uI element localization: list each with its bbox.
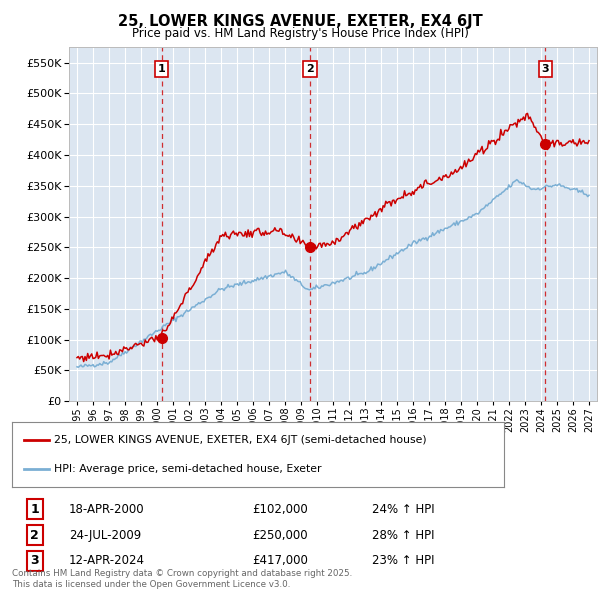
Text: 1: 1	[31, 503, 39, 516]
Text: 2: 2	[31, 529, 39, 542]
Text: Price paid vs. HM Land Registry's House Price Index (HPI): Price paid vs. HM Land Registry's House …	[131, 27, 469, 40]
Text: 28% ↑ HPI: 28% ↑ HPI	[372, 529, 434, 542]
Text: 24% ↑ HPI: 24% ↑ HPI	[372, 503, 434, 516]
Text: 25, LOWER KINGS AVENUE, EXETER, EX4 6JT: 25, LOWER KINGS AVENUE, EXETER, EX4 6JT	[118, 14, 482, 29]
Text: £102,000: £102,000	[252, 503, 308, 516]
Text: 3: 3	[31, 554, 39, 567]
Text: 23% ↑ HPI: 23% ↑ HPI	[372, 554, 434, 567]
Text: 24-JUL-2009: 24-JUL-2009	[69, 529, 141, 542]
Text: 2: 2	[306, 64, 314, 74]
Text: HPI: Average price, semi-detached house, Exeter: HPI: Average price, semi-detached house,…	[54, 464, 322, 474]
Text: £417,000: £417,000	[252, 554, 308, 567]
Text: 12-APR-2024: 12-APR-2024	[69, 554, 145, 567]
Text: Contains HM Land Registry data © Crown copyright and database right 2025.
This d: Contains HM Land Registry data © Crown c…	[12, 569, 352, 589]
Text: £250,000: £250,000	[252, 529, 308, 542]
Text: 18-APR-2000: 18-APR-2000	[69, 503, 145, 516]
Text: 1: 1	[158, 64, 166, 74]
Text: 25, LOWER KINGS AVENUE, EXETER, EX4 6JT (semi-detached house): 25, LOWER KINGS AVENUE, EXETER, EX4 6JT …	[54, 435, 427, 445]
Text: 3: 3	[542, 64, 549, 74]
